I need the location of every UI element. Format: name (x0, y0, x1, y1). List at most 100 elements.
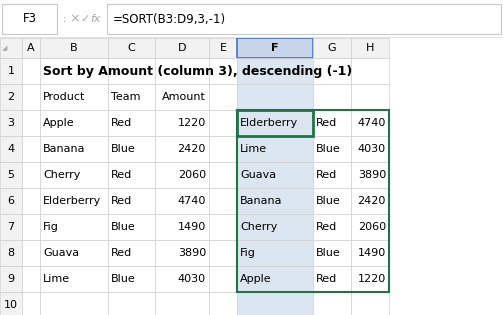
Bar (155, 38, 209, 58)
Bar (313, 162, 351, 188)
Bar (0, 0, 503, 38)
Bar (313, 84, 351, 110)
Bar (0, 266, 22, 292)
Bar (2, 4, 57, 34)
Text: Banana: Banana (240, 196, 283, 206)
Text: 5: 5 (8, 170, 15, 180)
Bar (237, 58, 313, 84)
Bar (0, 38, 22, 58)
Bar (351, 84, 389, 110)
Bar (351, 162, 389, 188)
Text: 1220: 1220 (178, 118, 206, 128)
Text: Lime: Lime (240, 144, 267, 154)
Text: 4740: 4740 (178, 196, 206, 206)
Text: Red: Red (111, 170, 132, 180)
Bar (351, 58, 389, 84)
Text: ✓: ✓ (80, 14, 90, 24)
Bar (40, 136, 108, 162)
Text: 2060: 2060 (358, 222, 386, 232)
Bar (209, 58, 237, 84)
Bar (107, 4, 501, 34)
Text: Red: Red (316, 222, 337, 232)
Bar (108, 38, 155, 58)
Text: Blue: Blue (316, 248, 341, 258)
Bar (155, 110, 209, 136)
Text: =SORT(B3:D9,3,-1): =SORT(B3:D9,3,-1) (113, 13, 226, 26)
Bar (108, 292, 155, 315)
Bar (313, 58, 351, 84)
Text: ◢: ◢ (2, 45, 8, 51)
Text: G: G (327, 43, 337, 53)
Bar (237, 110, 389, 292)
Bar (351, 214, 389, 240)
Bar (108, 214, 155, 240)
Bar (22, 38, 40, 58)
Text: Cherry: Cherry (43, 170, 80, 180)
Bar (237, 240, 313, 266)
Bar (155, 58, 209, 84)
Text: 3890: 3890 (358, 170, 386, 180)
Text: 2: 2 (8, 92, 15, 102)
Bar (237, 292, 313, 315)
Bar (108, 58, 155, 84)
Bar (313, 240, 351, 266)
Bar (40, 188, 108, 214)
Bar (351, 240, 389, 266)
Bar (0, 162, 22, 188)
Bar (155, 214, 209, 240)
Text: A: A (27, 43, 35, 53)
Text: 8: 8 (8, 248, 15, 258)
Bar (108, 266, 155, 292)
Text: Lime: Lime (43, 274, 70, 284)
Text: 4030: 4030 (358, 144, 386, 154)
Bar (0, 188, 22, 214)
Text: H: H (366, 43, 374, 53)
Text: C: C (128, 43, 135, 53)
Bar (22, 240, 40, 266)
Bar (209, 240, 237, 266)
Text: D: D (178, 43, 186, 53)
Bar (209, 214, 237, 240)
Text: Red: Red (316, 170, 337, 180)
Text: 9: 9 (8, 274, 15, 284)
Bar (0, 84, 22, 110)
Bar (351, 292, 389, 315)
Bar (108, 110, 155, 136)
Text: fx: fx (91, 14, 101, 24)
Text: 3: 3 (8, 118, 15, 128)
Bar (155, 162, 209, 188)
Text: Product: Product (43, 92, 86, 102)
Text: 1: 1 (8, 66, 15, 76)
Text: Team: Team (111, 92, 140, 102)
Text: Red: Red (316, 118, 337, 128)
Bar (313, 292, 351, 315)
Bar (209, 84, 237, 110)
Text: 1490: 1490 (358, 248, 386, 258)
Bar (209, 266, 237, 292)
Bar (108, 240, 155, 266)
Bar (22, 188, 40, 214)
Text: ×: × (70, 13, 80, 26)
Text: F3: F3 (23, 13, 37, 26)
Bar (155, 84, 209, 110)
Text: Blue: Blue (316, 144, 341, 154)
Text: Red: Red (111, 248, 132, 258)
Bar (40, 162, 108, 188)
Bar (0, 240, 22, 266)
Text: 10: 10 (4, 300, 18, 310)
Bar (351, 188, 389, 214)
Text: 2420: 2420 (358, 196, 386, 206)
Bar (22, 58, 40, 84)
Text: Blue: Blue (316, 196, 341, 206)
Bar (209, 162, 237, 188)
Text: Red: Red (111, 118, 132, 128)
Bar (237, 38, 313, 58)
Bar (40, 110, 108, 136)
Bar (351, 136, 389, 162)
Text: 2420: 2420 (178, 144, 206, 154)
Bar (351, 266, 389, 292)
Bar (237, 84, 313, 110)
Bar (40, 214, 108, 240)
Text: 6: 6 (8, 196, 15, 206)
Text: B: B (70, 43, 78, 53)
